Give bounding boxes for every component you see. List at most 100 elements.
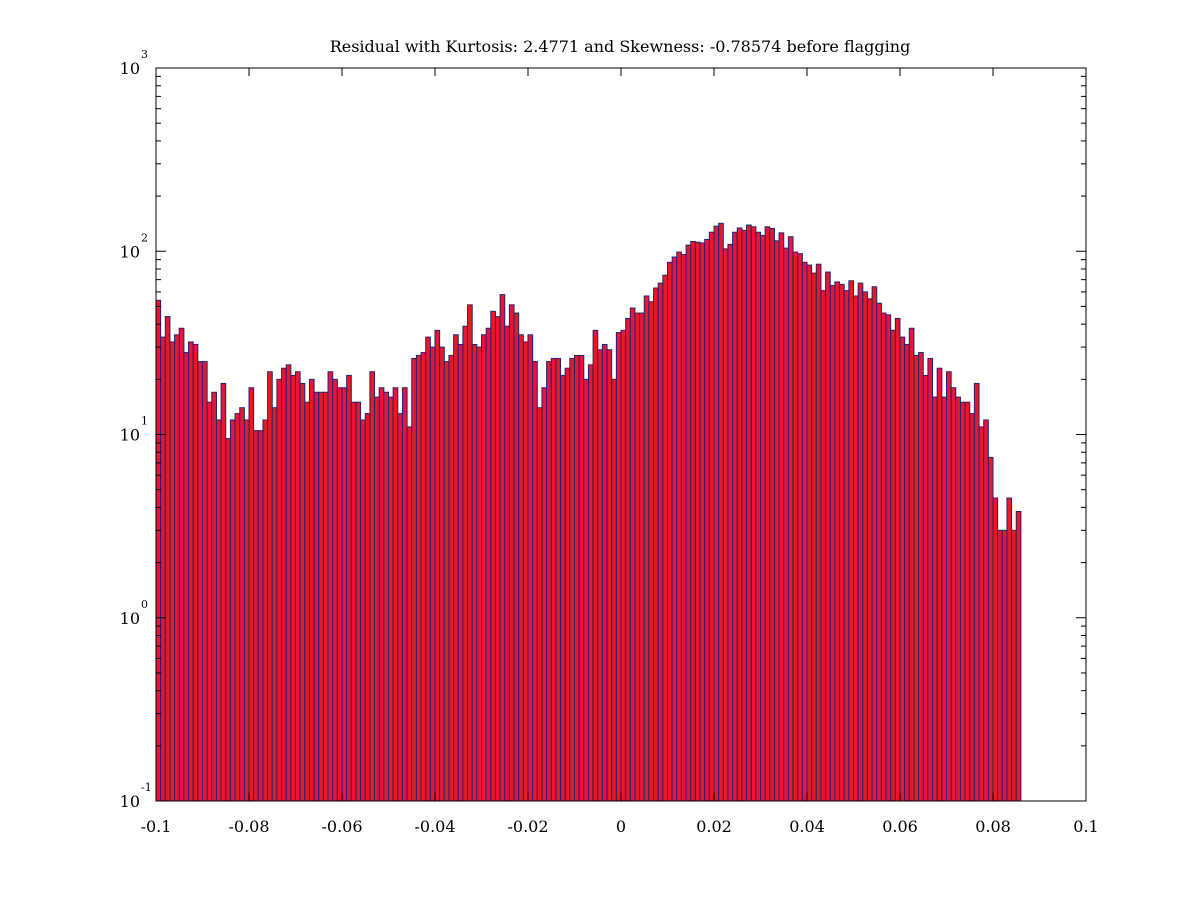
histogram-bar (574, 354, 580, 802)
histogram-bar (913, 354, 920, 802)
histogram-bar (997, 529, 1003, 802)
histogram-bar (801, 261, 808, 802)
histogram-bar (941, 396, 947, 802)
histogram-bar (341, 387, 348, 802)
histogram-bar (513, 312, 520, 802)
histogram-bar (829, 285, 836, 802)
histogram-bar (857, 282, 864, 802)
histogram-bar (773, 240, 780, 802)
histogram-bar (220, 382, 227, 802)
histogram-bar (462, 325, 469, 802)
histogram-bar (992, 497, 999, 802)
bars-layer (155, 222, 1022, 802)
histogram-bar (1006, 497, 1013, 802)
histogram-bar (271, 407, 278, 802)
histogram-bar (657, 282, 664, 802)
histogram-bar (736, 227, 743, 802)
x-tick-label: 0.04 (789, 817, 825, 836)
histogram-bar (346, 374, 352, 802)
histogram-bar (690, 241, 696, 802)
histogram-bar (578, 354, 585, 802)
histogram-bar (415, 354, 422, 802)
x-tick-label: -0.02 (507, 817, 548, 836)
histogram-bar (267, 371, 273, 802)
histogram-bar (411, 357, 417, 802)
y-tick-label-base: 10 (120, 59, 140, 78)
histogram-bar (932, 396, 938, 802)
histogram-bar (295, 371, 301, 802)
histogram-bar (202, 361, 208, 802)
histogram-bar (727, 243, 734, 802)
histogram-bar (290, 374, 297, 802)
histogram-bar (332, 378, 338, 802)
histogram-bar (643, 295, 650, 802)
histogram-bar (499, 294, 506, 802)
histogram-bar (481, 334, 487, 802)
histogram-bar (494, 316, 501, 802)
histogram-bar (969, 413, 975, 802)
histogram-bar (648, 301, 655, 802)
histogram-bar (694, 241, 701, 802)
histogram-bar (704, 238, 710, 802)
histogram-bar (285, 364, 292, 802)
histogram-bar (229, 419, 236, 802)
histogram-bar (443, 361, 450, 802)
histogram-bar (522, 341, 529, 802)
histogram-bar (564, 367, 571, 802)
histogram-bar (281, 367, 287, 802)
x-tick-label: 0 (616, 817, 626, 836)
histogram-bar (927, 357, 934, 802)
histogram-bar (174, 334, 180, 802)
x-axis-tick-labels: -0.1 -0.08 -0.06 -0.04 -0.02 0 0.02 0.04 0.06 0.0… (141, 817, 1099, 836)
histogram-bar (629, 307, 636, 802)
histogram-bar (429, 346, 436, 802)
histogram-bar (787, 236, 794, 802)
histogram-bar (467, 304, 473, 802)
histogram-bar (946, 371, 952, 802)
y-tick-label-exponent: 1 (141, 415, 148, 428)
histogram-bar (876, 302, 882, 802)
histogram-bar (769, 228, 775, 802)
histogram-bar (662, 274, 668, 802)
histogram-bar (978, 426, 985, 802)
histogram-bar (834, 281, 841, 802)
histogram-bar (257, 430, 264, 802)
histogram-bar (904, 343, 910, 802)
histogram-bar (1015, 511, 1022, 802)
histogram-bar (532, 361, 538, 802)
histogram-bar (899, 336, 906, 802)
histogram-bar (160, 336, 166, 802)
histogram-bar (383, 391, 390, 802)
histogram-bar (183, 352, 190, 802)
histogram-bar (615, 332, 622, 802)
histogram-bar (439, 346, 445, 802)
histogram-bar (471, 343, 478, 802)
histogram-bar (490, 310, 496, 802)
histogram-bar (504, 325, 510, 802)
histogram-bar (959, 401, 966, 802)
y-tick-label-base: 10 (120, 792, 140, 811)
histogram-bar (546, 361, 552, 802)
histogram-bar (299, 382, 306, 802)
y-tick-label-exponent: -1 (141, 781, 152, 794)
histogram-bar (680, 254, 687, 802)
histogram-bar (625, 317, 631, 802)
histogram-bar (206, 401, 213, 802)
histogram-bar (908, 327, 915, 802)
histogram-bar (243, 419, 250, 802)
histogram-bar (583, 378, 589, 802)
histogram-bar (853, 295, 859, 802)
histogram-bar (211, 391, 217, 802)
histogram-bar (388, 396, 394, 802)
histogram-bar (871, 286, 878, 802)
histogram-bar (313, 391, 320, 802)
histogram-bar (178, 327, 185, 802)
histogram-bar (448, 354, 455, 802)
histogram-bar (955, 396, 961, 802)
histogram-bar (476, 346, 483, 802)
histogram-bar (587, 364, 594, 802)
histogram-bar (843, 290, 850, 802)
histogram-bar (950, 387, 957, 802)
histogram-bar (434, 329, 441, 802)
histogram-bar (922, 374, 929, 802)
